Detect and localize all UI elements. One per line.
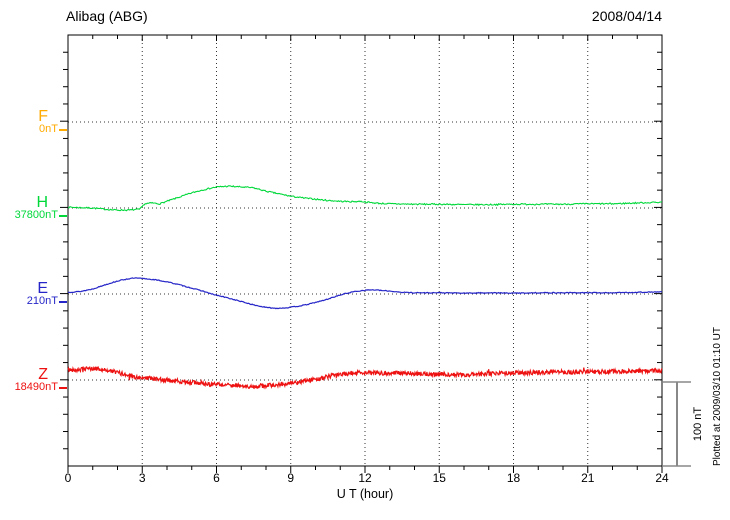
component-letter-E: E <box>37 280 48 297</box>
x-tick-label-12: 12 <box>358 471 372 485</box>
plotted-at-watermark: Plotted at 2009/03/10 01:10 UT <box>712 327 723 466</box>
scale-bar-label: 100 nT <box>692 406 704 442</box>
component-letter-Z: Z <box>38 366 48 383</box>
plot-frame <box>67 34 663 467</box>
plot-date: 2008/04/14 <box>591 8 662 24</box>
x-tick-label-3: 3 <box>138 471 146 485</box>
trace-Z <box>67 365 663 390</box>
component-letter-H: H <box>36 194 48 211</box>
x-tick-label-9: 9 <box>287 471 295 485</box>
component-letter-F: F <box>38 108 48 125</box>
x-tick-label-18: 18 <box>506 471 521 485</box>
x-axis-title: U T (hour) <box>336 487 394 501</box>
trace-H <box>68 185 663 212</box>
component-base-value-E: 210nT <box>26 295 58 307</box>
x-tick-label-24: 24 <box>655 471 669 485</box>
station-title: Alibag (ABG) <box>66 8 148 24</box>
x-tick-label-0: 0 <box>64 471 72 485</box>
trace-E <box>67 277 663 310</box>
x-tick-label-21: 21 <box>581 471 595 485</box>
x-tick-label-15: 15 <box>432 471 446 485</box>
component-base-value-F: 0nT <box>39 123 58 135</box>
x-tick-label-6: 6 <box>213 471 220 485</box>
component-base-value-H: 37800nT <box>14 209 58 221</box>
component-base-value-Z: 18490nT <box>14 381 58 393</box>
